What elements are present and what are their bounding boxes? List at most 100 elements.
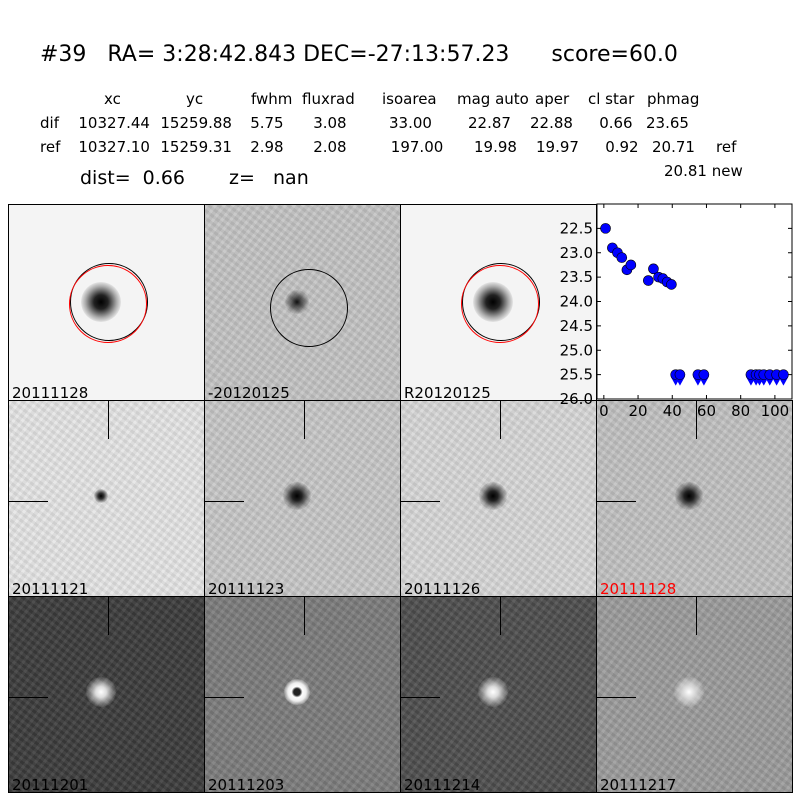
table-cell: 20.71: [652, 138, 695, 156]
source-blob: [479, 482, 507, 510]
x-tick-label: 20: [629, 402, 648, 420]
source-blob: [94, 489, 108, 503]
cutout-image-20111123: 20111123: [204, 400, 401, 597]
cutout-date-label: 20111201: [12, 776, 89, 793]
crosshair-horizontal: [205, 501, 244, 502]
cutout-date-label: R20120125: [404, 384, 491, 401]
cutout-image-20111128: 20111128: [596, 400, 793, 597]
row-label: ref: [40, 138, 61, 156]
crosshair-horizontal: [205, 697, 244, 698]
source-blob: [284, 679, 310, 705]
cutout-date-label: -20120125: [208, 384, 290, 401]
cutout-image-20111214: 20111214: [400, 596, 597, 793]
column-header: fluxrad: [302, 90, 355, 108]
page-title: #39 RA= 3:28:42.843 DEC=-27:13:57.23 sco…: [40, 42, 678, 67]
table-cell: 0.66: [599, 114, 633, 132]
table-cell: 5.75: [250, 114, 284, 132]
data-point: [698, 369, 710, 380]
data-point: [616, 252, 628, 263]
cutout-date-label: 20111128: [600, 580, 677, 597]
y-tick-label: 25.0: [560, 341, 593, 359]
y-tick-label: 26.0: [560, 390, 593, 408]
column-header: isoarea: [382, 90, 437, 108]
column-header: xc: [104, 90, 121, 108]
crosshair-horizontal: [401, 697, 440, 698]
table-cell: 2.98: [250, 138, 284, 156]
table-cell: 10327.44: [78, 114, 150, 132]
phmag-new: 20.81 new: [664, 162, 743, 180]
crosshair-horizontal: [9, 697, 48, 698]
table-cell: 19.98: [474, 138, 517, 156]
source-blob: [675, 482, 703, 510]
crosshair-horizontal: [597, 697, 636, 698]
data-point: [643, 275, 654, 286]
table-cell: 15259.88: [160, 114, 232, 132]
cutout-date-label: 20111214: [404, 776, 481, 793]
plot-area: [596, 203, 793, 400]
data-point: [625, 259, 637, 271]
column-header: yc: [186, 90, 204, 108]
cutout-image--20120125: -20120125: [204, 204, 401, 401]
cutout-image-20111126: 20111126: [400, 400, 597, 597]
x-tick-label: 0: [599, 402, 609, 420]
reference-circle: [461, 265, 539, 343]
table-cell: 15259.31: [160, 138, 232, 156]
crosshair-vertical: [304, 597, 305, 635]
table-cell: 33.00: [389, 114, 432, 132]
source-blob: [674, 677, 704, 707]
data-point: [674, 369, 686, 380]
cutout-image-R20120125: R20120125: [400, 204, 597, 401]
table-cell: 22.87: [468, 114, 511, 132]
y-tick-label: 25.5: [560, 366, 593, 384]
source-blob: [283, 482, 311, 510]
table-cell: 22.88: [530, 114, 573, 132]
column-header: phmag: [647, 90, 700, 108]
crosshair-vertical: [108, 401, 109, 439]
table-cell: 0.92: [605, 138, 639, 156]
crosshair-vertical: [108, 597, 109, 635]
column-header: cl star: [588, 90, 635, 108]
cutout-image-20111203: 20111203: [204, 596, 401, 793]
y-tick-label: 23.5: [560, 268, 593, 286]
y-tick-label: 24.5: [560, 317, 593, 335]
source-blob: [86, 677, 116, 707]
cutout-image-20111217: 20111217: [596, 596, 793, 793]
table-cell: 197.00: [390, 138, 444, 156]
crosshair-horizontal: [9, 501, 48, 502]
x-tick-label: 60: [697, 402, 716, 420]
table-cell: 2.08: [313, 138, 347, 156]
y-tick-label: 22.5: [560, 219, 593, 237]
table-cell: 10327.10: [78, 138, 150, 156]
table-cell: 19.97: [536, 138, 579, 156]
row-suffix: ref: [716, 138, 737, 156]
table-cell: 23.65: [646, 114, 689, 132]
crosshair-horizontal: [597, 501, 636, 502]
y-tick-label: 23.0: [560, 244, 593, 262]
column-header: mag auto: [457, 90, 529, 108]
x-tick-label: 100: [761, 402, 790, 420]
data-point: [666, 279, 677, 290]
cutout-date-label: 20111203: [208, 776, 285, 793]
crosshair-vertical: [500, 401, 501, 439]
crosshair-vertical: [696, 401, 697, 439]
cutout-image-20111121: 20111121: [8, 400, 205, 597]
crosshair-vertical: [500, 597, 501, 635]
row-label: dif: [40, 114, 59, 132]
data-point: [600, 223, 611, 234]
data-point: [648, 263, 659, 275]
cutout-date-label: 20111128: [12, 384, 89, 401]
cutout-image-20111128: 20111128: [8, 204, 205, 401]
cutout-date-label: 20111217: [600, 776, 677, 793]
z-value: z= nan: [229, 167, 309, 189]
cutout-date-label: 20111123: [208, 580, 285, 597]
column-header: aper: [535, 90, 570, 108]
aperture-circle: [270, 269, 348, 347]
dist-value: dist= 0.66: [80, 167, 185, 189]
x-tick-label: 40: [663, 402, 682, 420]
cutout-image-20111201: 20111201: [8, 596, 205, 793]
crosshair-vertical: [304, 401, 305, 439]
cutout-date-label: 20111121: [12, 580, 89, 597]
reference-circle: [69, 265, 147, 343]
table-cell: 3.08: [313, 114, 347, 132]
